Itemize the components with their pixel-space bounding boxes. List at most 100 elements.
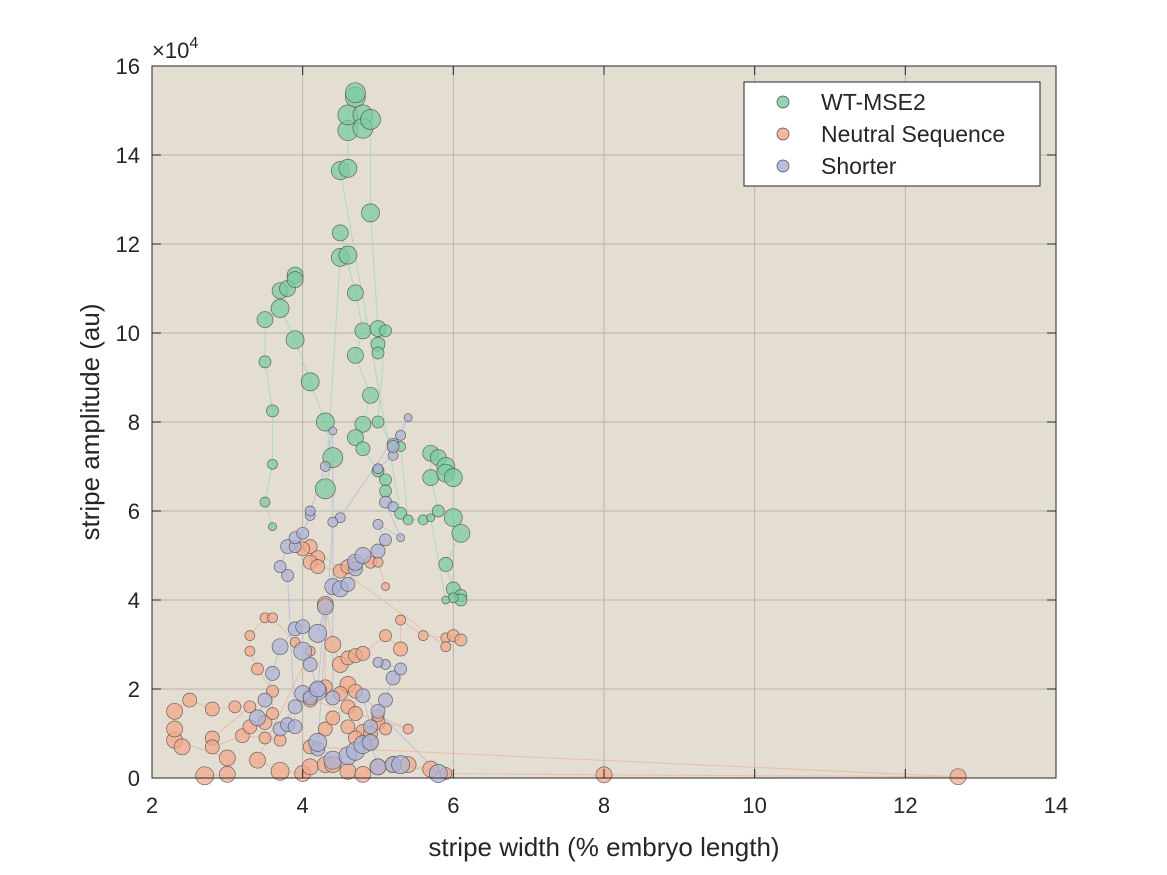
data-point	[381, 582, 390, 591]
data-point	[302, 657, 318, 672]
x-tick-label: 14	[1044, 793, 1068, 818]
data-point	[379, 473, 392, 487]
data-point	[347, 429, 364, 446]
data-point	[257, 692, 273, 708]
data-point	[387, 501, 399, 512]
data-point	[314, 478, 336, 500]
data-point	[259, 496, 271, 508]
x-tick-label: 10	[742, 793, 766, 818]
data-point	[371, 415, 385, 429]
data-point	[394, 662, 407, 676]
data-point	[218, 749, 236, 767]
data-point	[271, 638, 289, 656]
data-point	[324, 636, 342, 653]
data-point	[287, 719, 303, 735]
x-tick-label: 2	[146, 793, 158, 818]
data-point	[273, 560, 287, 573]
x-tick-label: 4	[297, 793, 309, 818]
y-tick-label: 10	[116, 321, 140, 346]
data-point	[347, 346, 364, 364]
data-point	[426, 513, 436, 523]
data-point	[372, 463, 384, 475]
data-point	[338, 159, 358, 178]
data-point	[438, 557, 454, 572]
legend-marker	[776, 95, 790, 109]
data-point	[244, 645, 256, 657]
data-point	[258, 731, 272, 745]
data-point	[345, 82, 366, 104]
data-point	[182, 692, 198, 708]
data-point	[370, 703, 386, 719]
data-point	[363, 719, 378, 735]
data-point	[348, 706, 363, 721]
data-point	[268, 522, 277, 531]
data-point	[256, 311, 274, 328]
data-point	[244, 630, 256, 641]
data-point	[301, 758, 319, 776]
data-point	[347, 284, 364, 302]
data-point	[308, 733, 328, 752]
data-point	[354, 322, 372, 340]
x-axis-title: stripe width (% embryo length)	[428, 832, 779, 862]
data-point	[265, 666, 280, 681]
data-point	[204, 701, 220, 717]
y-tick-label: 2	[128, 677, 140, 702]
y-tick-label: 16	[116, 54, 140, 79]
data-point	[370, 543, 386, 559]
x-tick-label: 8	[598, 793, 610, 818]
data-point	[270, 761, 290, 781]
data-point	[166, 702, 183, 720]
data-point	[362, 386, 379, 404]
data-point	[441, 595, 451, 605]
data-point	[355, 441, 371, 457]
data-point	[258, 355, 272, 369]
data-point	[396, 533, 405, 543]
legend-marker	[776, 127, 790, 141]
data-point	[949, 768, 967, 786]
data-point	[369, 758, 387, 776]
y-tick-label: 8	[128, 410, 140, 435]
x-tick-label: 12	[893, 793, 917, 818]
data-point	[379, 629, 392, 642]
data-point	[331, 224, 349, 242]
data-point	[395, 614, 406, 626]
data-point	[417, 630, 429, 641]
data-point	[379, 533, 392, 547]
y-tick-label: 14	[116, 143, 140, 168]
data-point	[451, 523, 471, 543]
data-points	[166, 82, 967, 786]
data-point	[428, 764, 448, 783]
data-point	[454, 633, 468, 647]
data-point	[319, 461, 331, 472]
y-tick-label: 4	[128, 588, 140, 613]
data-point	[285, 330, 305, 350]
y-axis-title: stripe amplitude (au)	[75, 304, 105, 541]
data-point	[195, 766, 215, 786]
data-point	[354, 415, 372, 433]
data-point	[394, 506, 407, 520]
data-point	[379, 324, 392, 338]
data-point	[378, 692, 393, 708]
data-point	[440, 641, 452, 653]
data-point	[281, 569, 294, 582]
data-point	[266, 684, 279, 698]
data-point	[354, 547, 372, 564]
data-point	[379, 722, 392, 736]
data-point	[296, 526, 310, 540]
data-point	[228, 700, 242, 714]
data-point	[340, 719, 356, 735]
data-point	[395, 429, 406, 441]
data-point	[328, 426, 338, 436]
data-point	[355, 688, 371, 704]
data-point	[300, 372, 320, 392]
data-point	[173, 738, 191, 756]
data-point	[310, 559, 326, 574]
data-point	[287, 699, 303, 715]
legend: WT-MSE2 Neutral Sequence Shorter	[743, 81, 1041, 187]
y-axis-exponent: ×104	[152, 35, 198, 63]
data-point	[316, 598, 334, 616]
legend-marker	[776, 159, 790, 173]
data-point	[204, 739, 220, 755]
